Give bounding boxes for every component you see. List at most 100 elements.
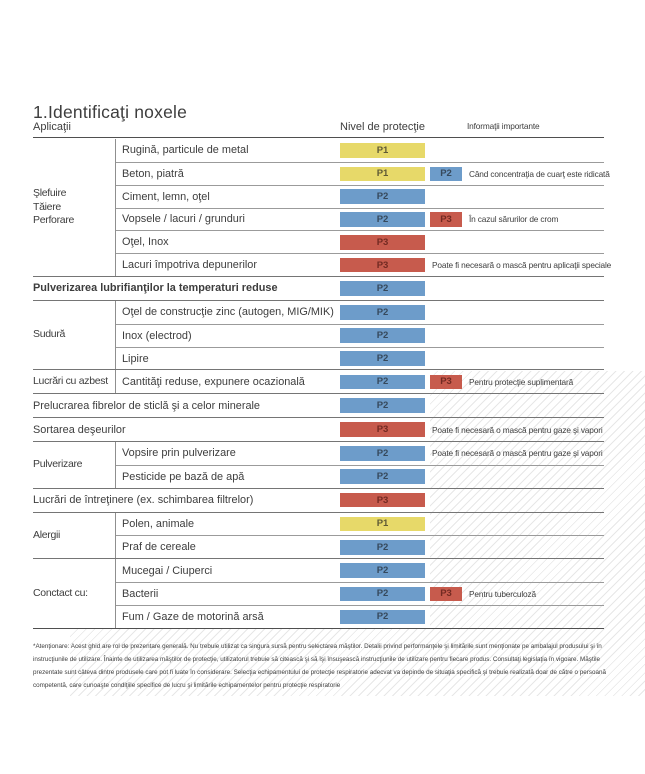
- info-text: Când concentraţia de cuarţ este ridicată: [469, 168, 610, 179]
- column-header-important-info: Informaţii importante: [467, 121, 540, 131]
- row-label: Ciment, lemn, oţel: [122, 190, 210, 203]
- badge-zone: P2: [340, 559, 425, 582]
- table-row: Praf de cereale P2: [116, 535, 604, 558]
- badge-zone: P1 P2 Când concentraţia de cuarţ este ridi…: [340, 163, 610, 185]
- row-group: Lucrări cu azbest Cantităţi reduse, expun…: [33, 370, 604, 395]
- table-row: Prelucrarea fibrelor de sticlă şi a celo…: [33, 394, 425, 417]
- row-label: Bacterii: [122, 587, 159, 600]
- table-row: Lipire P2: [116, 346, 604, 370]
- badge-zone: P2: [340, 186, 425, 208]
- badge-zone: P3: [340, 489, 425, 512]
- group-label: Conctact cu:: [33, 559, 116, 628]
- badge-zone: P1: [340, 513, 425, 536]
- hazard-table: Şlefuire Tăiere Perforare Rugină, particu…: [33, 139, 611, 629]
- protection-badge: P2: [340, 563, 425, 578]
- table-row: Beton, piatră P1 P2 Când concentraţia de cu…: [116, 161, 610, 185]
- row-label: Lipire: [122, 352, 149, 365]
- protection-badge: P2: [340, 609, 425, 625]
- row-label: Polen, animale: [122, 517, 195, 530]
- table-row: Rugină, particule de metal P1: [116, 139, 604, 162]
- row-label: Oţel, Inox: [122, 236, 169, 249]
- diagonal-hatch-watermark-footer: [70, 629, 645, 696]
- secondary-protection-badge: P2: [430, 166, 462, 182]
- protection-badge: P2: [340, 189, 425, 204]
- protection-badge: P2: [340, 469, 425, 484]
- group-rows: Cantităţi reduse, expunere ocazională P2 P…: [116, 370, 604, 393]
- secondary-protection-badge: P3: [430, 586, 462, 602]
- badge-zone: P2 P3 Pentru protecţie suplimentară: [340, 370, 573, 393]
- row-group: Lucrări de întreţinere (ex. schimbarea f…: [33, 489, 604, 513]
- info-text: În cazul sărurilor de crom: [469, 214, 559, 225]
- row-label: Cantităţi reduse, expunere ocazională: [122, 375, 305, 388]
- badge-zone: P1: [340, 139, 425, 162]
- protection-badge: P1: [340, 166, 425, 182]
- protection-badge: P2: [340, 398, 425, 413]
- table-row: Fum / Gaze de motorină arsă P2: [116, 604, 604, 628]
- protection-badge: P2: [340, 212, 425, 227]
- row-label: Sortarea deşeurilor: [33, 423, 126, 436]
- diagonal-hatch-watermark: [430, 371, 645, 629]
- badge-zone: P2 P3 În cazul sărurilor de crom: [340, 209, 558, 231]
- table-row: Pulverizarea lubrifianţilor la temperatu…: [33, 277, 425, 300]
- badge-zone: P2: [340, 394, 425, 417]
- table-row: Oţel, Inox P3: [116, 230, 604, 253]
- protection-badge: P3: [340, 492, 425, 508]
- table-row: Oţel de construcţie zinc (autogen, MIG/M…: [116, 301, 604, 324]
- badge-zone: P3 Poate fi necesară o mască pentru aplic…: [340, 254, 611, 276]
- row-group: Pulverizare Vopsire prin pulverizare P2 Poa…: [33, 441, 604, 489]
- info-text: Poate fi necesară o mască pentru aplicaţ…: [432, 260, 612, 271]
- row-group: Conctact cu: Mucegai / Ciuperci P2 Bacterii…: [33, 559, 604, 629]
- badge-zone: P3: [340, 231, 425, 253]
- table-row: Sortarea deşeurilor P3 Poate fi necesară o…: [33, 418, 603, 441]
- row-label: Praf de cereale: [122, 541, 196, 554]
- table-row: Bacterii P2 P3 Pentru tuberculoză: [116, 582, 604, 605]
- row-label: Rugină, particule de metal: [122, 144, 249, 157]
- row-group: Pulverizarea lubrifianţilor la temperatu…: [33, 277, 604, 301]
- group-label: Pulverizare: [33, 441, 116, 488]
- table-row: Vopsire prin pulverizare P2 Poate fi neces…: [116, 442, 604, 465]
- group-rows: Oţel de construcţie zinc (autogen, MIG/M…: [116, 301, 604, 370]
- info-text: Poate fi necesară o mască pentru gaze şi…: [432, 448, 603, 459]
- page-title: 1.Identificaţi noxele: [33, 101, 188, 122]
- badge-zone: P2: [340, 466, 425, 488]
- badge-zone: P2 Poate fi necesară o mască pentru gaze …: [340, 442, 603, 465]
- row-label: Vopsire prin pulverizare: [122, 447, 236, 460]
- table-row: Inox (electrod) P2: [116, 323, 604, 347]
- table-row: Cantităţi reduse, expunere ocazională P2 P…: [116, 370, 604, 393]
- row-group: Sudură Oţel de construcţie zinc (autogen,…: [33, 300, 604, 371]
- row-label: Vopsele / lacuri / grunduri: [122, 213, 245, 226]
- protection-badge: P1: [340, 516, 425, 532]
- row-label: Fum / Gaze de motorină arsă: [122, 610, 264, 623]
- protection-badge: P2: [340, 586, 425, 602]
- protection-badge: P2: [340, 281, 425, 296]
- table-row: Polen, animale P1: [116, 513, 604, 536]
- row-label: Mucegai / Ciuperci: [122, 564, 213, 577]
- disclaimer-footnote: *Atenţionare: Acest ghid are rol de prez…: [33, 643, 607, 690]
- badge-zone: P2: [340, 325, 425, 347]
- protection-badge: P2: [340, 328, 425, 343]
- secondary-protection-badge: P3: [430, 212, 462, 227]
- protection-badge: P3: [340, 257, 425, 273]
- table-row: Mucegai / Ciuperci P2: [116, 559, 604, 582]
- info-text: Poate fi necesară o mască pentru gaze şi…: [432, 424, 603, 435]
- row-group: Şlefuire Tăiere Perforare Rugină, particu…: [33, 139, 611, 278]
- info-text: Pentru protecţie suplimentară: [469, 376, 574, 387]
- badge-zone: P2: [340, 277, 425, 300]
- row-label: Lacuri împotriva depunerilor: [122, 259, 257, 272]
- secondary-protection-badge: P3: [430, 374, 462, 390]
- group-label: Lucrări cu azbest: [33, 370, 116, 394]
- table-row: Vopsele / lacuri / grunduri P2 P3 În cazul …: [116, 207, 604, 231]
- group-label: Sudură: [33, 300, 116, 370]
- group-label: Alergii: [33, 512, 116, 559]
- table-row: Ciment, lemn, oţel P2: [116, 184, 604, 208]
- row-label: Prelucrarea fibrelor de sticlă şi a celo…: [33, 399, 260, 412]
- protection-badge: P2: [340, 446, 425, 461]
- protection-badge: P2: [340, 374, 425, 390]
- group-rows: Rugină, particule de metal P1 Beton, piatr…: [116, 139, 611, 276]
- table-row: Pesticide pe bază de apă P2: [116, 464, 604, 488]
- row-label: Lucrări de întreţinere (ex. schimbarea f…: [33, 494, 254, 507]
- badge-zone: P2: [340, 606, 425, 628]
- row-label: Pesticide pe bază de apă: [122, 470, 245, 483]
- protection-badge: P3: [340, 422, 425, 437]
- column-header-protection-level: Nivel de protecţie: [340, 121, 425, 133]
